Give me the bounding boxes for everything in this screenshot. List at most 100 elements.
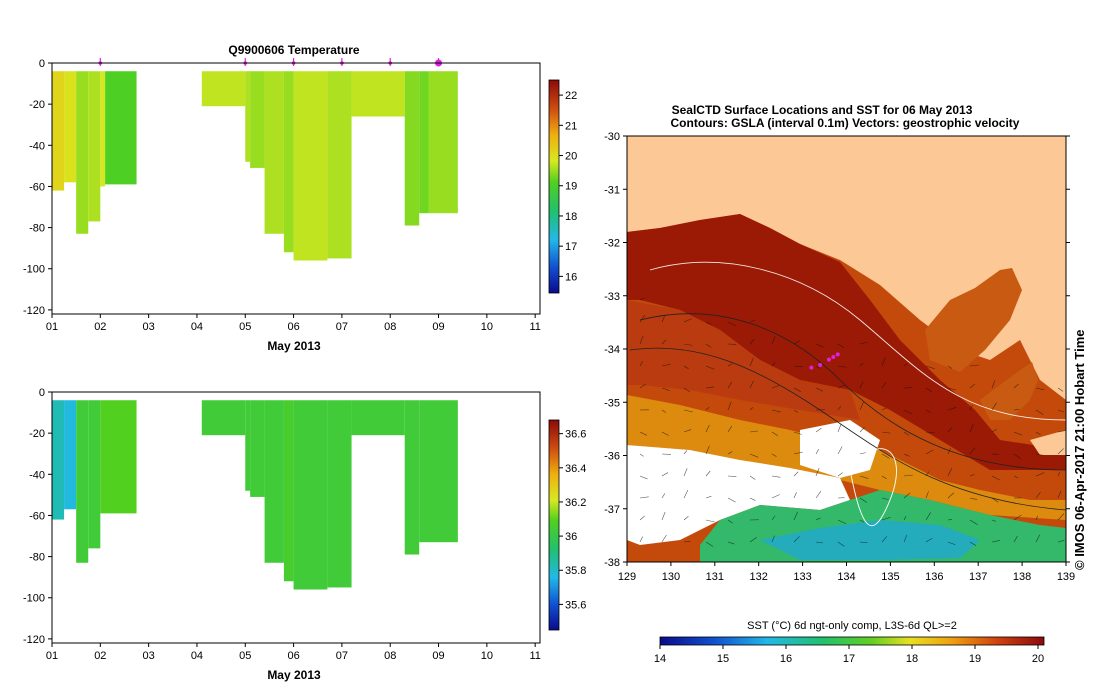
temperature-x-axis: 01 02 03 04 05 06 07 08 09 10 11 [46, 314, 541, 333]
velocity-vector [727, 519, 733, 524]
velocity-vector [969, 447, 976, 455]
map-y-tick-label: -32 [604, 238, 620, 250]
velocity-vector [925, 365, 935, 369]
velocity-vector [881, 536, 888, 543]
sst-colorbar-tick-label: 18 [906, 653, 918, 665]
velocity-vector [771, 535, 775, 543]
x-tick-label: 05 [239, 321, 251, 333]
map-y-tick-label: -36 [604, 451, 620, 463]
velocity-vector [639, 314, 646, 323]
velocity-vector [793, 471, 799, 477]
velocity-vector [1057, 387, 1064, 392]
y-tick-label: -120 [23, 634, 45, 646]
temperature-profiles [52, 71, 458, 261]
velocity-vector [749, 475, 756, 480]
velocity-vector [793, 340, 801, 345]
y-tick-label: -80 [29, 552, 45, 564]
velocity-vector [947, 448, 951, 455]
map-x-axis: 129 130 131 132 133 134 135 136 137 138 139 [618, 562, 1075, 583]
temperature-colorbar-ticks: 22 21 20 19 18 17 16 [559, 90, 577, 283]
velocity-vector [991, 540, 1000, 543]
salinity-y-axis: 0 -20 -40 -60 -80 -100 -120 [23, 387, 52, 646]
x-tick-label: 07 [336, 650, 348, 662]
map-x-tick-label: 135 [881, 571, 899, 583]
velocity-vector [903, 515, 907, 521]
velocity-vector [639, 297, 645, 301]
velocity-vector [749, 537, 757, 543]
imos-credit: © IMOS 06-Apr-2017 21:00 Hobart Time [1072, 329, 1087, 570]
profile-cell [52, 71, 65, 191]
velocity-vector [815, 467, 820, 477]
profile-cell [293, 71, 328, 261]
velocity-vector [749, 407, 754, 411]
velocity-vector [947, 387, 957, 391]
y-tick-label: -80 [29, 223, 45, 235]
velocity-vector [705, 495, 712, 499]
colorbar-tick-label: 36.2 [565, 497, 586, 509]
velocity-vector [969, 474, 975, 477]
seal-location [835, 352, 840, 357]
velocity-vector [639, 496, 649, 499]
velocity-vector [771, 385, 780, 389]
profile-cell [264, 400, 284, 563]
map-y-tick-label: -38 [604, 557, 620, 569]
velocity-vector [1013, 453, 1021, 459]
salinity-profiles [52, 400, 458, 590]
velocity-vector [947, 407, 957, 411]
velocity-vector [837, 446, 843, 455]
velocity-vector [881, 357, 886, 367]
y-tick-label: -40 [29, 469, 45, 481]
map-y-tick-label: -35 [604, 397, 620, 409]
x-tick-label: 03 [143, 321, 155, 333]
velocity-vector [771, 494, 780, 499]
profile-cell [88, 400, 101, 549]
velocity-vector [727, 541, 735, 545]
temperature-panel: Q9900606 Temperature 0 -20 -40 -60 -80 -100 -1… [23, 43, 577, 353]
velocity-vector [881, 516, 891, 521]
y-tick-label: -60 [29, 510, 45, 522]
salinity-xlabel: May 2013 [267, 668, 321, 682]
sst-colorbar-label: SST (°C) 6d ngt-only comp, L3S-6d QL>=2 [747, 620, 957, 632]
velocity-vector [859, 427, 865, 433]
cloud-gap-west [627, 445, 850, 545]
velocity-vector [749, 338, 755, 345]
sst-map-panel: SealCTD Surface Locations and SST for 06… [604, 103, 1087, 665]
profile-cell [327, 400, 352, 588]
velocity-vector [705, 519, 715, 523]
velocity-vector [661, 431, 669, 436]
velocity-vector [1035, 431, 1041, 435]
colorbar-tick-label: 35.8 [565, 565, 586, 577]
velocity-vector [837, 384, 845, 389]
velocity-vector [925, 387, 932, 393]
velocity-vector [925, 471, 930, 477]
velocity-vector [815, 517, 821, 521]
profile-cell [88, 71, 101, 222]
velocity-vector [727, 497, 736, 503]
colorbar-tick-label: 36.4 [565, 463, 586, 475]
surfacing-markers [98, 58, 443, 67]
colorbar-tick-label: 18 [565, 211, 577, 223]
velocity-vector [903, 363, 908, 367]
velocity-vector [925, 431, 935, 433]
seal-location [826, 357, 831, 362]
map-y-tick-label: -33 [604, 291, 620, 303]
velocity-vector [705, 541, 714, 547]
velocity-vector [881, 475, 887, 480]
velocity-vector [683, 365, 689, 369]
x-tick-label: 08 [384, 650, 396, 662]
velocity-vector [661, 387, 670, 391]
x-tick-label: 11 [529, 650, 540, 662]
map-x-tick-label: 130 [662, 571, 680, 583]
profile-cell [76, 71, 89, 234]
profile-cell [76, 400, 89, 563]
x-tick-label: 04 [191, 321, 203, 333]
velocity-vector [881, 453, 890, 459]
map-y-tick-label: -31 [604, 184, 620, 196]
velocity-vector [837, 472, 843, 477]
profile-cell [100, 400, 137, 514]
velocity-vector [1035, 387, 1045, 391]
colorbar-tick-label: 20 [565, 151, 577, 163]
velocity-vector [683, 429, 692, 433]
salinity-x-axis: 01 02 03 04 05 06 07 08 09 10 11 [46, 643, 541, 662]
